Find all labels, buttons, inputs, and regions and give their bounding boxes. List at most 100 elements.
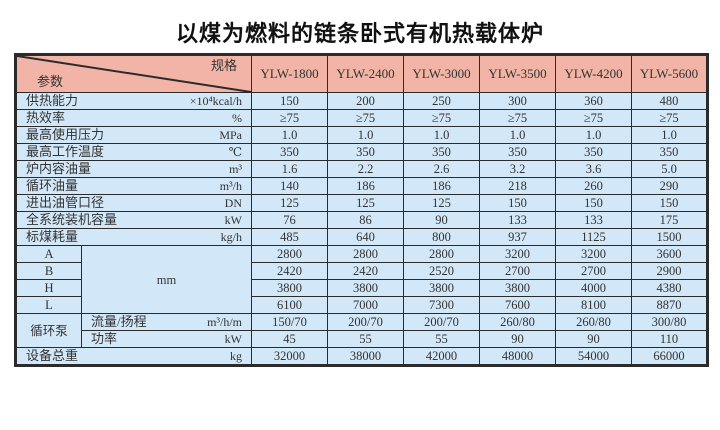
value-cell: 200/70 (403, 313, 480, 331)
param-label: 进出油管口径 (26, 195, 105, 211)
value-cell: 66000 (631, 347, 708, 366)
value-cell: 7300 (403, 296, 480, 314)
value-cell: 175 (631, 211, 708, 229)
value-cell: 1.0 (403, 126, 480, 144)
param-label: 功率 (91, 331, 118, 347)
value-cell: 150 (479, 194, 556, 212)
dimension-label: H (15, 279, 82, 297)
value-cell: 2700 (555, 262, 632, 280)
param-cell: 最高工作温度 ℃ (15, 143, 252, 161)
value-cell: 800 (403, 228, 480, 246)
value-cell: 2.2 (327, 160, 404, 178)
param-label: 循环油量 (26, 178, 79, 194)
param-cell: 进出油管口径 DN (15, 194, 252, 212)
value-cell: 150 (631, 194, 708, 212)
value-cell: 218 (479, 177, 556, 195)
value-cell: 3600 (631, 245, 708, 263)
row-total-weight: 设备总重 kg 32000 38000 42000 48000 54000 66… (15, 347, 708, 366)
param-unit: kg/h (220, 230, 242, 244)
row-dimension-a: A mm 2800 2800 2800 3200 3200 3600 (15, 245, 708, 314)
value-cell: 38000 (327, 347, 404, 366)
value-cell: 110 (631, 330, 708, 348)
corner-param-label: 参数 (37, 74, 64, 89)
row-max-pressure: 最高使用压力 MPa 1.0 1.0 1.0 1.0 1.0 1.0 (15, 126, 708, 144)
boiler-spec-table: 规格 参数 YLW-1800 YLW-2400 YLW-3000 YLW-350… (14, 53, 709, 367)
value-cell: 76 (251, 211, 328, 229)
param-cell: 热效率 % (15, 109, 252, 127)
value-cell: 360 (555, 92, 632, 110)
column-header-model: YLW-2400 (327, 54, 404, 93)
value-cell: 86 (327, 211, 404, 229)
param-unit: DN (224, 196, 242, 210)
value-cell: 3200 (479, 245, 556, 263)
column-header-model: YLW-3500 (479, 54, 556, 93)
value-cell: 200/70 (327, 313, 404, 331)
param-unit: kW (224, 213, 242, 227)
value-cell: 48000 (479, 347, 556, 366)
column-header-model: YLW-4200 (555, 54, 632, 93)
param-unit: ℃ (228, 145, 242, 159)
value-cell: 1.0 (251, 126, 328, 144)
param-label: 标煤耗量 (26, 229, 79, 245)
param-unit: kg (230, 349, 242, 363)
page-title: 以煤为燃料的链条卧式有机热载体炉 (175, 21, 544, 46)
value-cell: 1.0 (555, 126, 632, 144)
value-cell: 133 (479, 211, 556, 229)
param-label: 全系统装机容量 (26, 212, 118, 228)
value-cell: 3800 (251, 279, 328, 297)
value-cell: 200 (327, 92, 404, 110)
value-cell: 2420 (327, 262, 404, 280)
value-cell: 150 (251, 92, 328, 110)
value-cell: 125 (403, 194, 480, 212)
value-cell: 55 (403, 330, 480, 348)
diagonal-divider (17, 56, 251, 92)
value-cell: 3800 (327, 279, 404, 297)
row-max-temperature: 最高工作温度 ℃ 350 350 350 350 350 350 (15, 143, 708, 161)
param-cell: 最高使用压力 MPa (15, 126, 252, 144)
value-cell: 1.0 (327, 126, 404, 144)
dimension-label: L (15, 296, 82, 314)
value-cell: 1.0 (631, 126, 708, 144)
param-cell: 设备总重 kg (15, 347, 252, 366)
value-cell: 260/80 (479, 313, 556, 331)
value-cell: 3200 (555, 245, 632, 263)
value-cell: 133 (555, 211, 632, 229)
value-cell: 260 (555, 177, 632, 195)
param-unit: m³/h/m (207, 315, 242, 329)
value-cell: 300 (479, 92, 556, 110)
value-cell: 1.6 (251, 160, 328, 178)
value-cell: 6100 (251, 296, 328, 314)
value-cell: 125 (327, 194, 404, 212)
value-cell: 3800 (403, 279, 480, 297)
row-installed-capacity: 全系统装机容量 kW 76 86 90 133 133 175 (15, 211, 708, 229)
value-cell: 2800 (251, 245, 328, 263)
row-dimension-b: B 2420 2420 2520 2700 2700 2900 (15, 262, 708, 280)
param-cell: 供热能力 ×10⁴kcal/h (15, 92, 252, 110)
value-cell: 640 (327, 228, 404, 246)
value-cell: ≥75 (555, 109, 632, 127)
column-header-model: YLW-1800 (251, 54, 328, 93)
param-unit: % (232, 111, 242, 125)
row-furnace-oil-volume: 炉内容油量 m³ 1.6 2.2 2.6 3.2 3.6 5.0 (15, 160, 708, 178)
param-label: 供热能力 (26, 93, 79, 109)
dimension-label: B (15, 262, 82, 280)
column-header-model: YLW-5600 (631, 54, 708, 93)
value-cell: 485 (251, 228, 328, 246)
value-cell: 150/70 (251, 313, 328, 331)
value-cell: 186 (327, 177, 404, 195)
value-cell: 3.6 (555, 160, 632, 178)
value-cell: 42000 (403, 347, 480, 366)
value-cell: 350 (403, 143, 480, 161)
param-label: 最高工作温度 (26, 144, 105, 160)
value-cell: ≥75 (251, 109, 328, 127)
value-cell: 2800 (403, 245, 480, 263)
row-heating-capacity: 供热能力 ×10⁴kcal/h 150 200 250 300 360 480 (15, 92, 708, 110)
value-cell: ≥75 (403, 109, 480, 127)
value-cell: 125 (251, 194, 328, 212)
corner-cell: 规格 参数 (15, 54, 252, 93)
value-cell: 1125 (555, 228, 632, 246)
param-label: 热效率 (26, 110, 66, 126)
value-cell: 480 (631, 92, 708, 110)
value-cell: 2800 (327, 245, 404, 263)
value-cell: 1.0 (479, 126, 556, 144)
